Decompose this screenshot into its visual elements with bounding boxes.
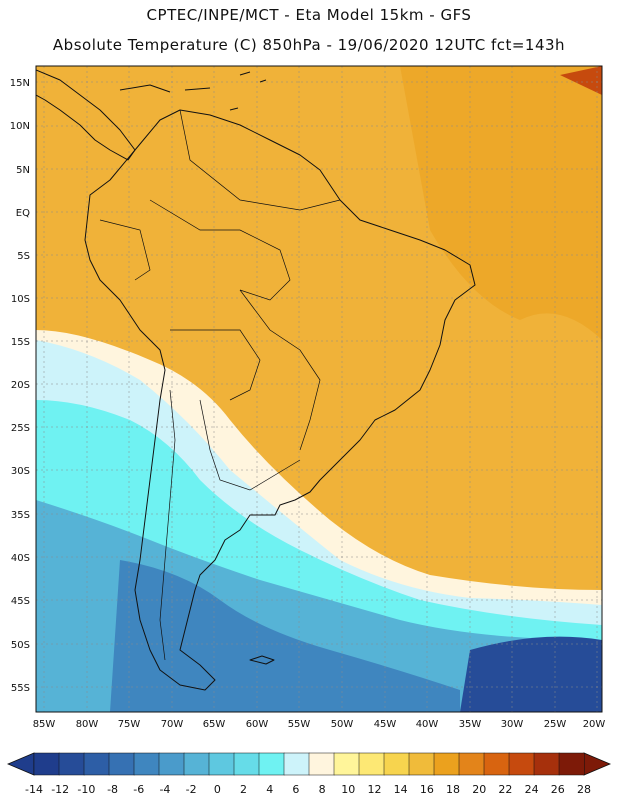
colorbar-label: 2 <box>240 783 247 796</box>
colorbar-swatch <box>533 752 560 776</box>
lat-label: 5S <box>17 251 30 262</box>
colorbar-swatch <box>408 752 435 776</box>
lat-label: 20S <box>11 380 30 391</box>
colorbar-label: 16 <box>420 783 434 796</box>
longitude-axis: 85W 80W 75W 70W 65W 60W 55W 50W 45W 40W … <box>33 719 606 730</box>
colorbar-arrow-right <box>583 752 612 776</box>
hot-spot-northeast <box>560 66 602 95</box>
colorbar-swatches <box>33 752 585 776</box>
colorbar-label: -12 <box>51 783 69 796</box>
latitude-axis: 15N 10N 5N EQ 5S 10S 15S 20S 25S 30S 35S… <box>10 78 30 694</box>
lat-label: 10N <box>10 121 30 132</box>
lon-label: 45W <box>374 719 397 730</box>
lat-label: 35S <box>11 510 30 521</box>
graticule <box>36 66 602 712</box>
colorbar-swatch <box>108 752 135 776</box>
colorbar-swatch <box>158 752 185 776</box>
lon-label: 35W <box>459 719 482 730</box>
colorbar-swatch <box>133 752 160 776</box>
lon-label: 40W <box>416 719 439 730</box>
colorbar-swatch <box>283 752 310 776</box>
lon-label: 80W <box>76 719 99 730</box>
colorbar-swatch <box>508 752 535 776</box>
lon-label: 65W <box>203 719 226 730</box>
colorbar-label: 20 <box>472 783 486 796</box>
colorbar-label: 14 <box>394 783 408 796</box>
colorbar-label: 18 <box>446 783 460 796</box>
lon-label: 70W <box>161 719 184 730</box>
lat-label: 40S <box>11 553 30 564</box>
lon-label: 25W <box>544 719 567 730</box>
colorbar-swatch <box>208 752 235 776</box>
colorbar-label: -2 <box>186 783 197 796</box>
colorbar-label: 10 <box>341 783 355 796</box>
colorbar-swatch <box>308 752 335 776</box>
colorbar-label: 12 <box>367 783 381 796</box>
temperature-field <box>36 66 602 712</box>
colorbar-swatch <box>233 752 260 776</box>
colorbar-swatch <box>358 752 385 776</box>
cold-core-west <box>110 560 460 712</box>
lon-label: 50W <box>331 719 354 730</box>
colorbar-label: 22 <box>498 783 512 796</box>
lat-label: 55S <box>11 683 30 694</box>
lon-label: 55W <box>288 719 311 730</box>
lat-label: 15S <box>11 337 30 348</box>
colorbar-label: 24 <box>525 783 539 796</box>
colorbar-label: 8 <box>319 783 326 796</box>
lon-label: 85W <box>33 719 56 730</box>
lat-label: 10S <box>11 294 30 305</box>
lat-label: EQ <box>16 208 30 219</box>
lon-label: 20W <box>583 719 606 730</box>
colorbar-labels: -14 -12 -10 -8 -6 -4 -2 0 2 4 6 8 10 12 14 16 18 20 22 24 26… <box>25 783 591 796</box>
colorbar-label: -4 <box>159 783 170 796</box>
colorbar-label: -10 <box>77 783 95 796</box>
lat-label: 45S <box>11 596 30 607</box>
colorbar-label: 28 <box>577 783 591 796</box>
colorbar-swatch <box>83 752 110 776</box>
colorbar-swatch <box>433 752 460 776</box>
coastlines <box>36 69 476 691</box>
caribbean-islands <box>119 71 267 111</box>
lat-label: 25S <box>11 423 30 434</box>
map-title-line2: Absolute Temperature (C) 850hPa - 19/06/… <box>52 36 566 54</box>
colorbar-label: 26 <box>551 783 565 796</box>
colorbar-swatch <box>258 752 285 776</box>
colorbar-swatch <box>183 752 210 776</box>
cold-core-east <box>460 636 602 712</box>
lat-label: 15N <box>10 78 30 89</box>
colorbar-swatch <box>458 752 485 776</box>
lon-label: 75W <box>118 719 141 730</box>
colorbar-swatch <box>333 752 360 776</box>
colorbar-label: 6 <box>292 783 299 796</box>
south-america-coastline <box>84 109 476 691</box>
colorbar-label: -8 <box>107 783 118 796</box>
map-title-line1: CPTEC/INPE/MCT - Eta Model 15km - GFS <box>146 6 472 24</box>
colorbar-swatch <box>383 752 410 776</box>
lat-label: 30S <box>11 466 30 477</box>
colorbar-label: -6 <box>133 783 144 796</box>
colorbar-label: 4 <box>266 783 273 796</box>
country-borders <box>99 109 341 661</box>
lon-label: 30W <box>501 719 524 730</box>
colorbar-swatch <box>33 752 60 776</box>
warm-ocean-region <box>400 66 602 340</box>
colorbar-label: 0 <box>214 783 221 796</box>
lon-label: 60W <box>246 719 269 730</box>
colorbar: -14 -12 -10 -8 -6 -4 -2 0 2 4 6 8 10 12 14 16 18 20 22 24 26… <box>6 752 612 796</box>
map-frame <box>35 65 603 713</box>
colorbar-swatch <box>558 752 585 776</box>
colorbar-swatch <box>58 752 85 776</box>
colorbar-arrow-left <box>6 752 35 776</box>
lat-label: 50S <box>11 640 30 651</box>
falkland-islands <box>249 655 275 665</box>
central-america-coastline <box>36 69 136 161</box>
lat-label: 5N <box>16 165 30 176</box>
colorbar-label: -14 <box>25 783 43 796</box>
colorbar-swatch <box>483 752 510 776</box>
